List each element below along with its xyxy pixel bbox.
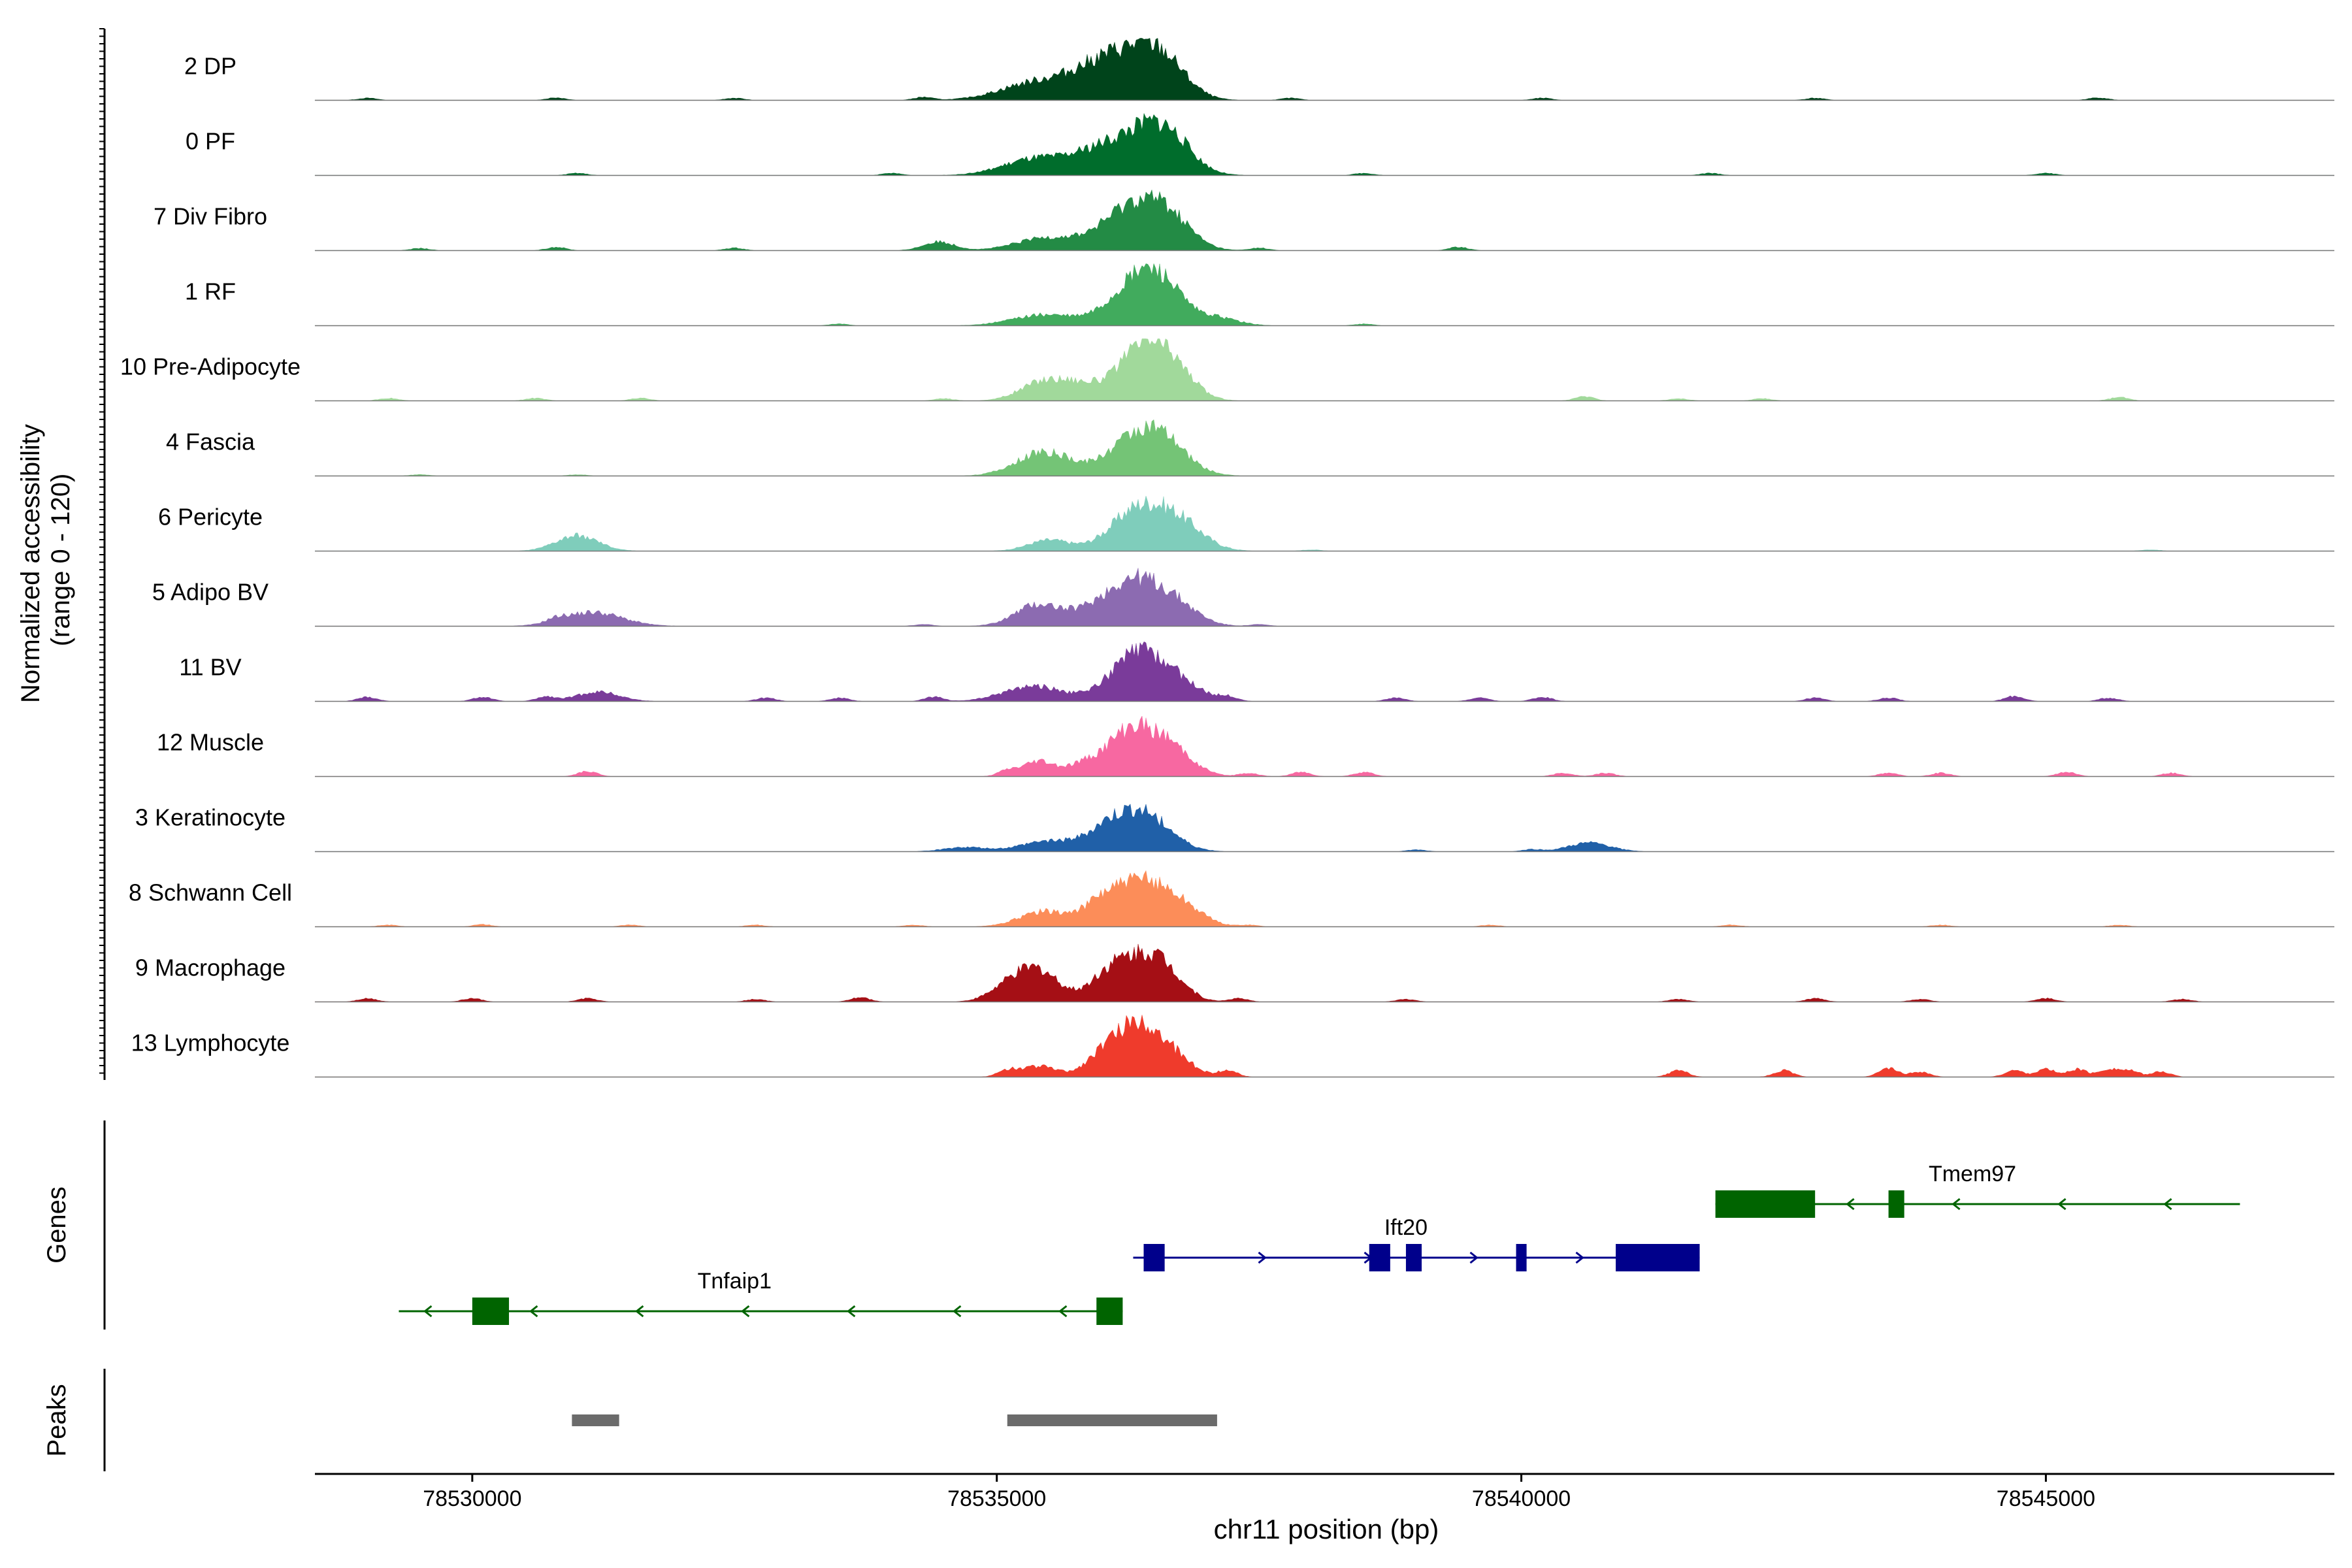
x-tick-label: 78545000 (1997, 1486, 2095, 1511)
gene-annotation-track: Tnfaip1 Ift20 Tmem97 (399, 1162, 2240, 1325)
strand-arrow (1058, 1305, 1068, 1318)
coverage-area (314, 189, 2335, 251)
strand-arrow (2057, 1198, 2066, 1211)
track-label: 8 Schwann Cell (129, 879, 292, 906)
gene-exon (1516, 1244, 1527, 1271)
track-label: 3 Keratinocyte (135, 804, 286, 831)
track-label: 9 Macrophage (135, 955, 286, 981)
gene-exon (472, 1298, 510, 1325)
strand-arrow (847, 1305, 856, 1318)
coverage-area (314, 338, 2335, 401)
coverage-area (314, 568, 2335, 627)
peak-region (1007, 1414, 1217, 1426)
coverage-y-axis (99, 28, 106, 1080)
track: 12 Muscle (157, 715, 2335, 777)
track: 2 DP (184, 38, 2335, 101)
gene-exon (1143, 1244, 1165, 1271)
peak-track (572, 1414, 1217, 1426)
y-axis-title: Normalized accessibility (range 0 - 120) (16, 417, 75, 703)
track-label: 4 Fascia (166, 429, 255, 455)
track-label: 5 Adipo BV (152, 579, 269, 606)
strand-arrow (2163, 1198, 2172, 1211)
coverage-area (314, 804, 2335, 852)
gene-exon (1616, 1244, 1700, 1271)
x-axis: 78530000 78535000 78540000 78545000 (315, 1473, 2334, 1511)
gene-exon (1715, 1190, 1816, 1218)
coverage-tracks: 2 DP 0 PF 7 Div Fibro 1 RF 10 Pre-Adipocyte 4… (120, 38, 2335, 1078)
track-label: 0 PF (186, 128, 235, 155)
track-label: 11 BV (179, 654, 241, 681)
coverage-area (314, 495, 2335, 551)
gene-label: Tnfaip1 (698, 1269, 772, 1294)
x-tick-label: 78540000 (1472, 1486, 1571, 1511)
strand-arrow (1258, 1251, 1267, 1264)
track-label: 12 Muscle (157, 729, 264, 756)
track: 6 Pericyte (158, 495, 2335, 552)
coverage-area (314, 715, 2335, 777)
strand-arrow (635, 1305, 644, 1318)
track: 0 PF (186, 112, 2335, 176)
track-label: 6 Pericyte (158, 504, 263, 531)
strand-arrow (741, 1305, 750, 1318)
coverage-area (314, 419, 2335, 476)
gene-exon (1405, 1244, 1422, 1271)
track: 5 Adipo BV (152, 568, 2335, 627)
strand-arrow (1952, 1198, 1961, 1211)
gene-model: Ift20 (1133, 1215, 1700, 1271)
gene-exon (1096, 1298, 1123, 1325)
gene-exon (1888, 1190, 1904, 1218)
coverage-area (314, 38, 2335, 101)
track: 11 BV (179, 641, 2335, 702)
track: 7 Div Fibro (154, 189, 2335, 252)
strand-arrow (1846, 1198, 1855, 1211)
genes-panel-label: Genes (42, 1186, 71, 1264)
strand-arrow (1469, 1251, 1478, 1264)
x-tick-label: 78535000 (947, 1486, 1046, 1511)
gene-exon (1369, 1244, 1390, 1271)
track: 1 RF (185, 263, 2335, 327)
coverage-area (314, 1015, 2335, 1077)
y-axis-title-line1: Normalized accessibility (16, 424, 45, 703)
coverage-area (314, 870, 2335, 927)
track: 10 Pre-Adipocyte (120, 338, 2335, 402)
track-label: 13 Lymphocyte (131, 1030, 290, 1056)
track-label: 7 Div Fibro (154, 203, 267, 230)
peak-region (572, 1414, 619, 1426)
coverage-area (314, 263, 2335, 326)
gene-model: Tmem97 (1715, 1162, 2240, 1218)
gene-label: Ift20 (1384, 1215, 1428, 1240)
gene-model: Tnfaip1 (399, 1269, 1123, 1325)
track: 13 Lymphocyte (131, 1015, 2335, 1078)
coverage-area (314, 943, 2335, 1002)
track: 8 Schwann Cell (129, 870, 2335, 928)
coverage-axis-ticks (99, 28, 105, 1074)
strand-arrow (953, 1305, 962, 1318)
track: 3 Keratinocyte (135, 804, 2335, 853)
strand-arrow (1575, 1251, 1584, 1264)
track-label: 10 Pre-Adipocyte (120, 353, 301, 380)
x-tick-label: 78530000 (423, 1486, 521, 1511)
gene-label: Tmem97 (1929, 1162, 2016, 1186)
y-axis-title-line2: (range 0 - 120) (46, 474, 75, 647)
coverage-area (314, 112, 2335, 176)
track: 4 Fascia (166, 419, 2335, 477)
strand-arrow (529, 1305, 538, 1318)
coverage-area (314, 641, 2335, 702)
track: 9 Macrophage (135, 943, 2335, 1003)
peaks-panel-label: Peaks (42, 1384, 71, 1456)
strand-arrow (423, 1305, 433, 1318)
x-axis-title: chr11 position (bp) (1214, 1514, 1439, 1544)
track-label: 2 DP (184, 53, 237, 80)
track-label: 1 RF (185, 278, 236, 305)
